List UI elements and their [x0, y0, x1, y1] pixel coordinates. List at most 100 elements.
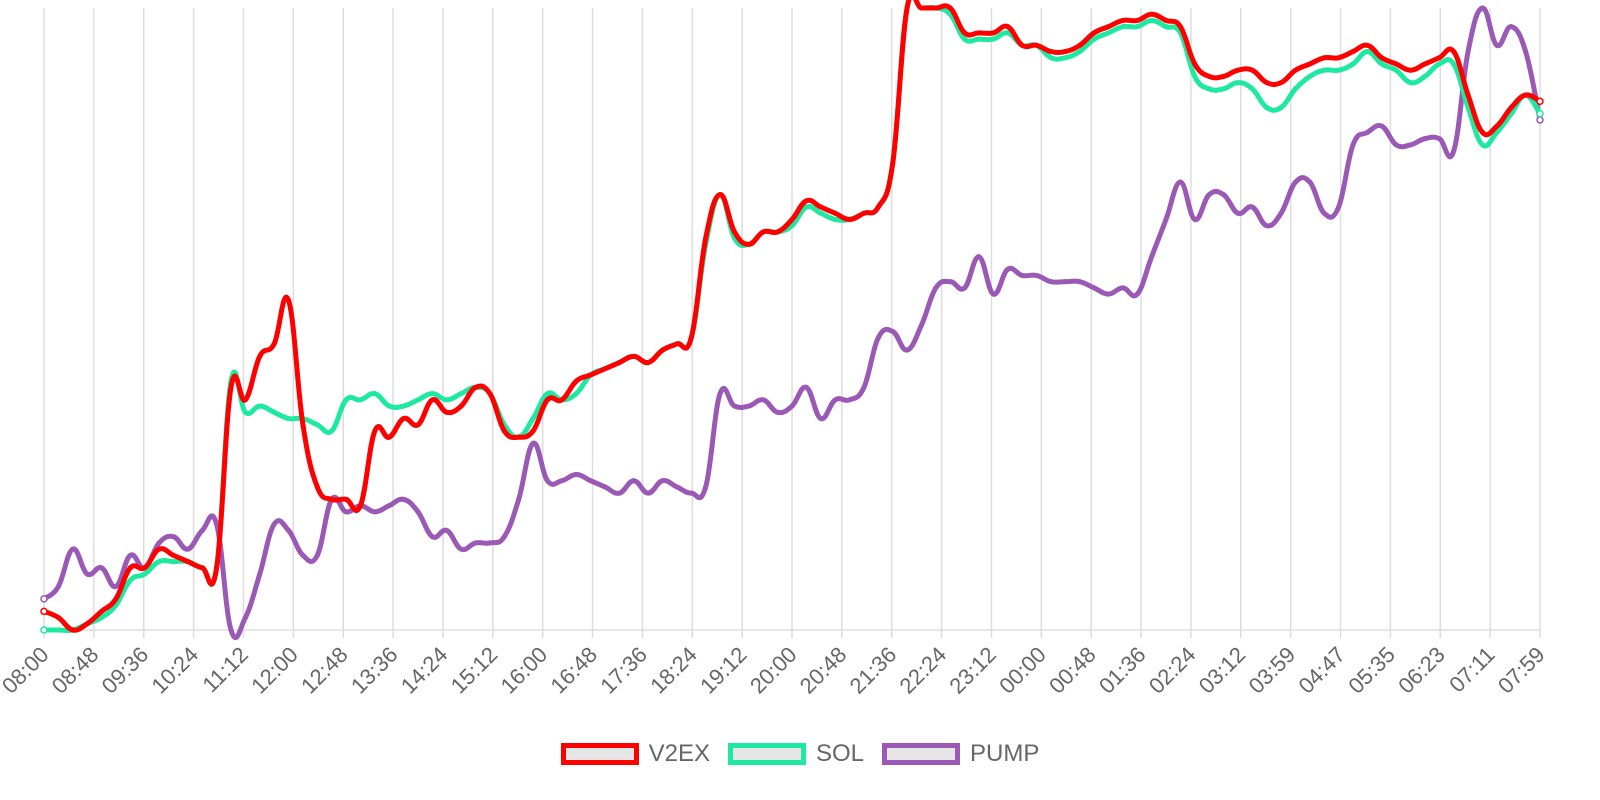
data-point[interactable] [84, 571, 90, 577]
data-point[interactable] [1120, 24, 1126, 30]
data-point[interactable] [1321, 55, 1327, 61]
data-point[interactable] [803, 204, 809, 210]
data-point[interactable] [1379, 61, 1385, 67]
data-point[interactable] [1149, 254, 1155, 260]
data-point[interactable] [890, 161, 896, 166]
data-point[interactable] [257, 353, 263, 359]
data-point[interactable] [775, 229, 781, 235]
data-point[interactable] [1221, 73, 1227, 79]
data-point[interactable] [1192, 216, 1198, 222]
data-point[interactable] [242, 615, 248, 621]
data-point[interactable] [70, 546, 76, 552]
data-point[interactable] [142, 565, 148, 571]
data-point[interactable] [127, 565, 133, 571]
data-point[interactable] [890, 328, 896, 334]
data-point[interactable] [573, 391, 579, 397]
data-point[interactable] [170, 552, 176, 558]
data-point[interactable] [228, 384, 234, 390]
data-point[interactable] [1494, 123, 1500, 129]
data-point[interactable] [818, 210, 824, 216]
data-point[interactable] [1436, 136, 1442, 142]
data-point[interactable] [1508, 24, 1514, 30]
data-point[interactable] [429, 397, 435, 403]
data-point[interactable] [444, 409, 450, 415]
data-point[interactable] [660, 478, 666, 484]
data-point[interactable] [1494, 42, 1500, 48]
data-point[interactable] [803, 198, 809, 204]
data-point[interactable] [1249, 86, 1255, 92]
data-point[interactable] [501, 428, 507, 434]
data-point[interactable] [516, 434, 522, 440]
data-point[interactable] [1091, 285, 1097, 291]
data-point[interactable] [516, 496, 522, 502]
data-point[interactable] [55, 615, 61, 621]
data-point[interactable] [760, 229, 766, 235]
data-point[interactable] [962, 36, 968, 42]
data-point[interactable] [731, 403, 737, 409]
data-point[interactable] [300, 552, 306, 558]
data-point[interactable] [343, 496, 349, 502]
data-point[interactable] [1408, 142, 1414, 148]
data-point[interactable] [645, 490, 651, 496]
data-point[interactable] [904, 5, 910, 11]
data-point[interactable] [631, 353, 637, 359]
data-point[interactable] [401, 496, 407, 502]
data-point[interactable] [1479, 142, 1485, 148]
data-point[interactable] [214, 521, 220, 527]
data-point[interactable] [271, 409, 277, 415]
legend-item-sol[interactable]: SOL [728, 740, 864, 768]
data-point[interactable] [1451, 49, 1457, 55]
data-point[interactable] [990, 291, 996, 297]
data-point[interactable] [1134, 291, 1140, 297]
data-point[interactable] [1321, 67, 1327, 73]
data-point[interactable] [372, 428, 378, 434]
data-point[interactable] [818, 204, 824, 210]
data-point[interactable] [372, 391, 378, 397]
data-point[interactable] [789, 216, 795, 222]
data-point[interactable] [1350, 142, 1356, 148]
data-point[interactable] [329, 496, 335, 502]
data-point[interactable] [962, 30, 968, 36]
data-point[interactable] [1451, 148, 1457, 154]
data-point[interactable] [113, 583, 119, 589]
data-point[interactable] [286, 416, 292, 422]
data-point[interactable] [1120, 285, 1126, 291]
data-point[interactable] [1479, 129, 1485, 135]
data-point[interactable] [818, 416, 824, 422]
data-point[interactable] [1393, 67, 1399, 73]
data-point[interactable] [904, 347, 910, 353]
data-point[interactable] [544, 391, 550, 397]
data-point[interactable] [1336, 67, 1342, 73]
data-point[interactable] [1436, 61, 1442, 67]
data-point[interactable] [1062, 279, 1068, 285]
data-point[interactable] [1379, 55, 1385, 61]
data-point[interactable] [501, 534, 507, 540]
data-point[interactable] [1235, 67, 1241, 73]
data-point[interactable] [401, 416, 407, 422]
data-point[interactable] [962, 285, 968, 291]
data-point[interactable] [170, 534, 176, 540]
data-point[interactable] [1523, 49, 1529, 55]
data-point[interactable] [185, 559, 191, 565]
data-point[interactable] [1221, 192, 1227, 198]
data-point[interactable] [1192, 73, 1198, 79]
data-point[interactable] [1134, 17, 1140, 23]
data-point[interactable] [55, 627, 61, 633]
data-point[interactable] [1422, 61, 1428, 67]
data-point[interactable] [300, 422, 306, 428]
data-point[interactable] [573, 472, 579, 477]
data-point[interactable] [271, 341, 277, 347]
data-point[interactable] [588, 478, 594, 484]
data-point[interactable] [688, 490, 694, 496]
data-point[interactable] [458, 403, 464, 409]
data-point[interactable] [199, 527, 205, 533]
data-point[interactable] [1149, 11, 1155, 17]
data-point[interactable] [1005, 24, 1011, 30]
data-point[interactable] [286, 297, 292, 303]
data-point[interactable] [1393, 61, 1399, 67]
data-point[interactable] [789, 403, 795, 409]
data-point[interactable] [314, 422, 320, 428]
data-point[interactable] [1264, 223, 1270, 229]
data-point[interactable] [357, 397, 363, 403]
data-point[interactable] [731, 229, 737, 235]
